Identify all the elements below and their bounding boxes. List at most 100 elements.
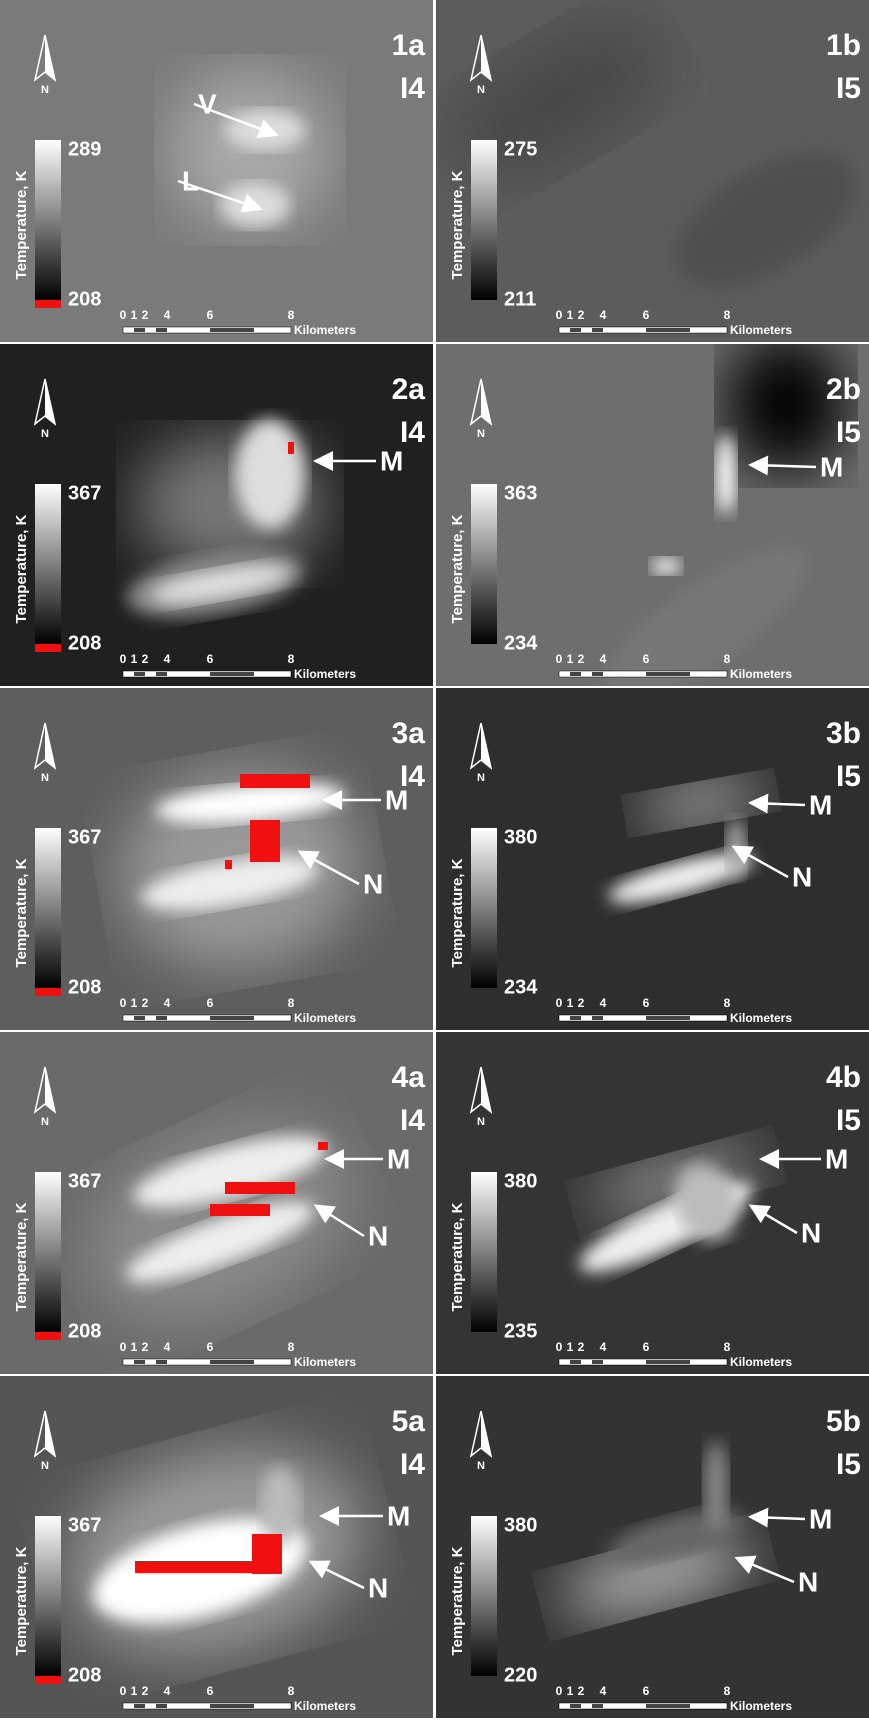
thermal-image (0, 344, 433, 686)
colorbar-saturation (35, 1332, 61, 1340)
colorbar-saturation (35, 988, 61, 996)
scale-tick-label: 8 (288, 996, 295, 1010)
scale-tick-label: 4 (164, 1340, 171, 1354)
annotation-label: M (809, 1503, 832, 1534)
scale-unit: Kilometers (730, 1011, 792, 1025)
thermal-image (0, 1032, 433, 1374)
scale-tick-label: 8 (288, 308, 295, 322)
annotation-label: N (801, 1217, 821, 1248)
band-label: I5 (836, 416, 861, 449)
scale-bar-segment (210, 1016, 254, 1020)
north-label: N (41, 772, 49, 784)
north-label: N (41, 1116, 49, 1128)
scale-bar-segment (210, 1704, 254, 1708)
scale-tick-label: 0 (120, 308, 127, 322)
scale-tick-label: 6 (643, 1684, 650, 1698)
scale-bar (123, 671, 291, 677)
hotspot (651, 558, 681, 574)
scale-tick-label: 6 (207, 308, 214, 322)
annotation-label: M (825, 1143, 848, 1174)
scale-tick-label: 8 (288, 1684, 295, 1698)
colorbar-saturation (35, 300, 61, 308)
band-label: I5 (836, 1104, 861, 1137)
scale-tick-label: 4 (164, 1684, 171, 1698)
annotation-label: M (385, 784, 408, 815)
saturated-pixels (288, 442, 294, 454)
saturated-pixels (210, 1204, 270, 1216)
panel-id: 2a (392, 373, 426, 406)
scale-tick-label: 8 (288, 652, 295, 666)
scale-unit: Kilometers (730, 667, 792, 681)
image-background (436, 688, 869, 1030)
scale-bar-segment (156, 328, 167, 332)
scale-tick-label: 1 (567, 1684, 574, 1698)
scale-tick-label: 2 (142, 996, 149, 1010)
scale-bar-segment (592, 1360, 603, 1364)
saturated-pixels (318, 1142, 328, 1150)
scale-tick-label: 2 (578, 1340, 585, 1354)
scale-tick-label: 2 (142, 308, 149, 322)
colorbar (471, 828, 497, 988)
scale-tick-label: 6 (643, 652, 650, 666)
scale-tick-label: 1 (131, 1684, 138, 1698)
scale-tick-label: 4 (600, 996, 607, 1010)
colorbar-max: 380 (504, 1514, 537, 1536)
scale-bar-segment (156, 672, 167, 676)
scale-tick-label: 4 (164, 652, 171, 666)
scale-tick-label: 1 (567, 308, 574, 322)
scale-bar-segment (646, 672, 690, 676)
annotation-label: M (380, 445, 403, 476)
scale-tick-label: 0 (556, 996, 563, 1010)
scale-bar-segment (134, 328, 145, 332)
scale-tick-label: 6 (207, 996, 214, 1010)
scale-bar-segment (134, 1360, 145, 1364)
annotation-label: N (368, 1220, 388, 1251)
scale-tick-label: 1 (131, 1340, 138, 1354)
colorbar-min: 211 (504, 288, 536, 310)
colorbar-min: 208 (68, 1320, 101, 1342)
scale-bar-segment (156, 1704, 167, 1708)
colorbar-min: 208 (68, 1664, 101, 1686)
scale-bar-segment (646, 1016, 690, 1020)
page: {"north_label": "N", "colorbar_title": "… (0, 0, 869, 1720)
scale-bar-segment (570, 1360, 581, 1364)
north-label: N (477, 1116, 485, 1128)
north-label: N (477, 84, 485, 96)
scale-tick-label: 2 (142, 652, 149, 666)
colorbar (35, 484, 61, 644)
colorbar-max: 380 (504, 1170, 537, 1192)
scale-bar-segment (134, 1704, 145, 1708)
scale-tick-label: 2 (578, 308, 585, 322)
annotation-label: N (792, 861, 812, 892)
thermal-image (0, 1376, 433, 1718)
panel: N3bI5380234Temperature, K012468Kilometer… (436, 688, 869, 1030)
scale-bar (559, 1015, 727, 1021)
saturated-pixels (225, 860, 232, 869)
scale-tick-label: 4 (164, 308, 171, 322)
colorbar (471, 1172, 497, 1332)
panel: N3aI4367208Temperature, K012468Kilometer… (0, 688, 433, 1030)
scale-bar-segment (646, 1704, 690, 1708)
panel-id: 5b (826, 1405, 861, 1438)
scale-tick-label: 8 (724, 308, 731, 322)
scale-tick-label: 4 (600, 652, 607, 666)
scale-tick-label: 0 (120, 652, 127, 666)
hotspot (716, 434, 736, 514)
scale-bar-segment (646, 328, 690, 332)
scale-bar-segment (592, 1016, 603, 1020)
scale-bar-segment (592, 328, 603, 332)
panel-id: 1b (826, 29, 861, 62)
colorbar-min: 234 (504, 976, 538, 998)
scale-bar-segment (592, 1704, 603, 1708)
scale-bar (123, 1015, 291, 1021)
band-label: I4 (400, 1448, 425, 1481)
scale-bar-segment (210, 672, 254, 676)
colorbar (471, 1516, 497, 1676)
band-label: I5 (836, 72, 861, 105)
annotation-label: V (198, 88, 217, 119)
scale-bar (559, 327, 727, 333)
scale-bar (123, 1359, 291, 1365)
